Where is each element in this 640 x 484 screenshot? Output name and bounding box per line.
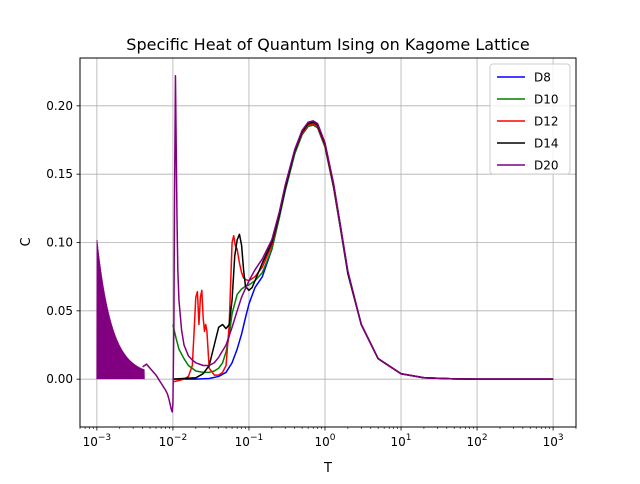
y-tick-label: 0.20 (46, 99, 73, 113)
series-oscillation-d20 (96, 240, 145, 380)
y-axis-label: C (19, 237, 34, 246)
x-tick-label-exponent: −1 (250, 433, 263, 443)
x-tick-label: 101 (391, 433, 412, 449)
legend-label-d8: D8 (534, 71, 551, 85)
chart-title: Specific Heat of Quantum Ising on Kagome… (126, 35, 529, 54)
x-tick-label-exponent: 0 (330, 433, 336, 443)
legend-label-d20: D20 (534, 159, 559, 173)
x-tick-label-exponent: 1 (406, 433, 412, 443)
y-tick-label: 0.10 (46, 236, 73, 250)
x-tick-label-exponent: 3 (558, 433, 564, 443)
x-tick-label-base: 10 (467, 435, 482, 449)
x-tick-label-base: 10 (314, 435, 329, 449)
legend-box (489, 63, 571, 175)
x-tick-label-exponent: 2 (482, 433, 488, 443)
x-tick-label: 10−3 (83, 433, 112, 449)
y-tick-label: 0.15 (46, 167, 73, 181)
x-tick-label-base: 10 (391, 435, 406, 449)
legend-label-d14: D14 (534, 137, 559, 151)
tick-layer: 10−3 10−2 10−1 100 101 102 1030.000.050.100.15… (46, 99, 577, 449)
x-axis-label: T (323, 461, 332, 476)
legend-label-d10: D10 (534, 93, 559, 107)
series-layer (96, 75, 554, 413)
x-tick-label-base: 10 (159, 435, 174, 449)
legend-label-d12: D12 (534, 115, 559, 129)
x-tick-label-base: 10 (235, 435, 250, 449)
x-tick-label: 102 (467, 433, 488, 449)
x-tick-label: 10−2 (159, 433, 188, 449)
y-tick-label: 0.00 (46, 372, 73, 386)
x-tick-label: 103 (543, 433, 564, 449)
series-line-d20 (142, 75, 554, 413)
legend: D8 D10 D12 D14 D20 (489, 63, 571, 175)
x-tick-label-exponent: −2 (174, 433, 187, 443)
x-tick-label: 10−1 (235, 433, 264, 449)
x-tick-label-exponent: −3 (98, 433, 111, 443)
x-tick-label-base: 10 (83, 435, 98, 449)
x-tick-label-base: 10 (543, 435, 558, 449)
x-tick-label: 100 (314, 433, 335, 449)
y-tick-label: 0.05 (46, 304, 73, 318)
